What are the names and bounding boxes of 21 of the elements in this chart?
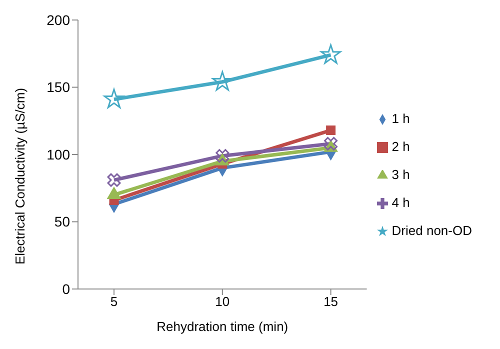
point [324,136,338,150]
y-axis-title: Electrical Conductivity (µS/cm) [12,88,28,264]
y-tick-label: 50 [54,214,70,230]
point [320,44,341,64]
point [107,173,121,187]
y-tick-label: 100 [46,146,70,162]
point [326,126,336,136]
legend-label: 1 h [392,110,410,126]
point [104,88,124,108]
x-tick-label: 5 [110,294,118,310]
x-tick-label: 15 [324,294,338,310]
point [216,149,230,163]
legend-label: 2 h [392,138,410,154]
y-tick-label: 150 [46,79,70,96]
legend-label: 3 h [392,166,410,182]
legend-label: 4 h [392,194,410,210]
x-tick-label: 10 [215,294,230,310]
y-tick-label: 200 [46,12,70,28]
y-tick-label: 0 [62,280,70,297]
legend-label: Dried non-OD [392,222,472,238]
x-axis-title: Rehydration time (min) [156,319,288,334]
